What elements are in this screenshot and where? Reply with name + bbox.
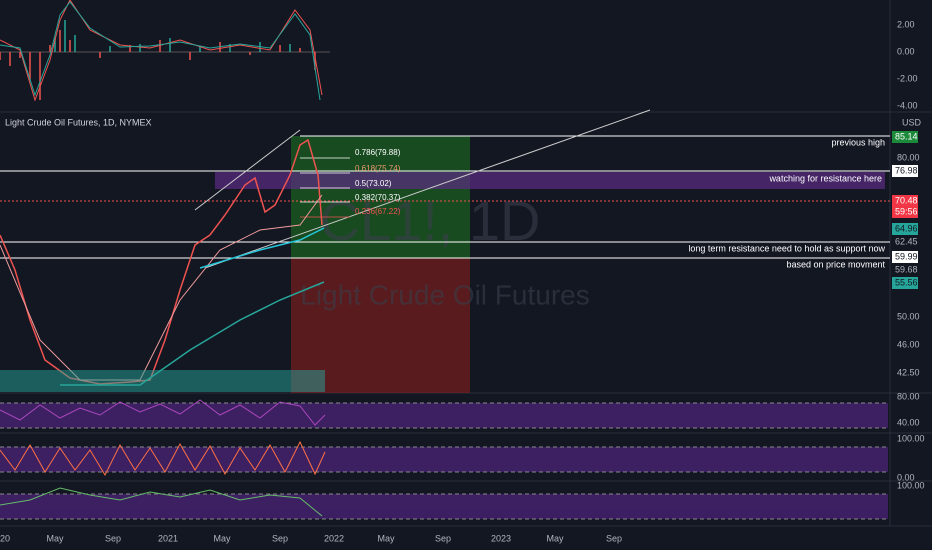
price-label: 55.56 [895, 277, 918, 287]
fib-label: 0.382(70.37) [355, 193, 401, 202]
price-label: 70.48 [895, 195, 918, 205]
x-axis: 20 May Sep 2021 May Sep 2022 May Sep 202… [0, 533, 622, 543]
price-label: 64.96 [895, 223, 918, 233]
symbol-title: Light Crude Oil Futures, 1D, NYMEX [5, 117, 152, 127]
x-label: May [377, 533, 395, 543]
osc-line [0, 487, 323, 517]
moving-average [0, 194, 323, 381]
currency: USD [902, 117, 922, 127]
axis-label: 0.00 [897, 472, 915, 482]
trend-lines [194, 109, 651, 269]
watermark: Light Crude Oil Futures [300, 279, 589, 310]
price-badge [892, 131, 918, 143]
axis-label: -4.00 [897, 100, 918, 110]
resistance-zone [215, 172, 885, 189]
price-path [0, 138, 323, 385]
price-label: 42.50 [897, 367, 920, 377]
rsi-line [0, 399, 326, 426]
axis-label: 2.00 [897, 19, 915, 29]
x-label: Sep [435, 533, 451, 543]
fib-label: 0.618(75.74) [355, 164, 401, 173]
countdown: 59:56 [895, 206, 918, 216]
annotation: long term resistance need to hold as sup… [688, 243, 885, 253]
fib-label: 0.786(79.88) [355, 148, 401, 157]
axis-label: 80.00 [897, 391, 920, 401]
axis-label: 100.00 [897, 433, 925, 443]
fib-label: 0.236(67.22) [355, 207, 401, 216]
fib-lines [300, 157, 350, 218]
x-label: May [546, 533, 564, 543]
axis-label: 40.00 [897, 417, 920, 427]
price-label: 46.00 [897, 339, 920, 349]
volume [0, 370, 325, 392]
x-label: Sep [606, 533, 622, 543]
stoch-line [0, 440, 326, 477]
x-label: 2023 [491, 533, 511, 543]
axis-label: -2.00 [897, 73, 918, 83]
macd-line [0, 1, 321, 101]
price-badge [892, 251, 918, 263]
annotation: based on price movment [786, 259, 885, 269]
x-label: 20 [0, 533, 10, 543]
band-lines [0, 402, 888, 520]
annotation: watching for resistance here [768, 173, 882, 183]
price-badge [892, 195, 918, 218]
watermark: CL1!, 1D [320, 189, 541, 252]
x-label: Sep [105, 533, 121, 543]
price-label: 50.00 [897, 311, 920, 321]
x-label: Sep [272, 533, 288, 543]
histogram [0, 20, 316, 100]
axis-label: 100.00 [897, 480, 925, 490]
horizontal-lines [0, 135, 890, 259]
x-label: 2021 [158, 533, 178, 543]
price-label: 76.98 [895, 165, 918, 175]
price-badge [892, 277, 918, 289]
x-label: May [46, 533, 64, 543]
price-badge [892, 165, 918, 177]
annotation: previous high [831, 137, 885, 147]
price-badge [892, 223, 918, 235]
x-label: May [213, 533, 231, 543]
price-label: 59.68 [895, 264, 918, 274]
x-label: 2022 [324, 533, 344, 543]
axis-label: 0.00 [897, 46, 915, 56]
price-label: 85.14 [895, 131, 918, 141]
moving-average [199, 227, 325, 269]
price-label: 80.00 [897, 152, 920, 162]
indicator-bands [0, 403, 888, 519]
fib-label: 0.5(73.02) [355, 179, 392, 188]
price-label: 62.45 [895, 236, 918, 246]
price-label: 59.99 [895, 251, 918, 261]
